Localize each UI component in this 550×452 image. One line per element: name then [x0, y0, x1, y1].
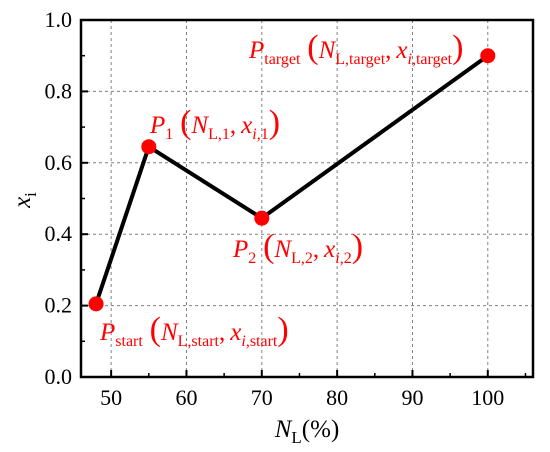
x-tick-label: 60 — [175, 385, 197, 410]
x-tick-label: 70 — [251, 385, 273, 410]
y-tick-label: 0.4 — [45, 221, 73, 246]
x-axis-label-suffix: (%) — [302, 416, 339, 443]
x-tick-label: 50 — [100, 385, 122, 410]
annotations: Pstart (NL,start, xi,start) P1 (NL,1, xi,… — [99, 29, 463, 350]
y-axis-label-main: x — [9, 197, 36, 209]
x-axis-label-main: N — [274, 416, 293, 443]
y-axis-label-sub: i — [21, 192, 40, 197]
point-annotation: P2 (NL,2, xi,2) — [232, 228, 363, 267]
x-tick-label: 100 — [471, 385, 504, 410]
point-annotation: P1 (NL,1, xi,1) — [149, 104, 280, 143]
x-axis-label-sub: L — [291, 428, 301, 447]
y-tick-label: 0.8 — [45, 78, 73, 103]
data-point — [480, 48, 496, 64]
data-point — [141, 139, 157, 155]
point-annotation: Pstart (NL,start, xi,start) — [99, 311, 289, 350]
y-axis-label: xi — [9, 192, 40, 209]
y-tick-label: 1.0 — [45, 7, 73, 32]
x-axis-label: NL(%) — [274, 416, 340, 447]
x-tick-label: 90 — [401, 385, 423, 410]
y-tick-label: 0.2 — [45, 293, 73, 318]
axis-ticks: 50 60 70 80 90 100 0.0 0.2 0.4 0.6 0.8 1.0 — [45, 7, 527, 410]
data-point — [254, 210, 270, 226]
y-tick-label: 0.6 — [45, 150, 73, 175]
point-annotation: Ptarget (NL,target, xi,target) — [248, 29, 463, 68]
y-tick-label: 0.0 — [45, 364, 73, 389]
x-tick-label: 80 — [326, 385, 348, 410]
data-point — [88, 296, 104, 312]
series-line — [94, 54, 489, 305]
series — [88, 48, 496, 312]
